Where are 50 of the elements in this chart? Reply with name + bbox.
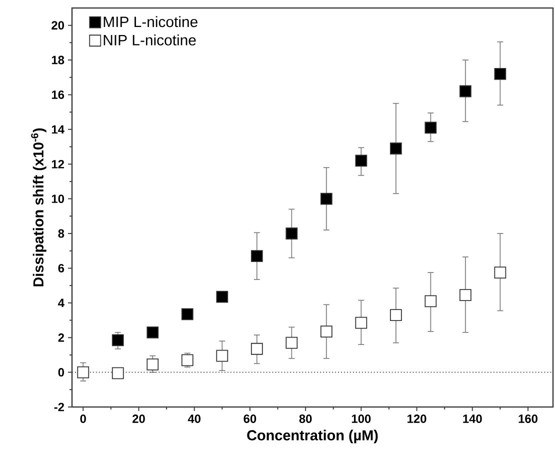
point [355, 154, 368, 167]
x-tick-label: 100 [352, 414, 371, 423]
x-tick-label: 60 [244, 414, 256, 423]
y-tick-label: 12 [52, 160, 64, 168]
point [112, 367, 124, 380]
point [494, 68, 506, 80]
y-tick-label: 0 [58, 368, 64, 377]
point [112, 334, 124, 346]
legend-label: NIP L-nicotine [104, 34, 196, 46]
point [286, 228, 298, 240]
y-tick-label: 14 [52, 125, 64, 134]
point [390, 309, 402, 321]
x-tick-label: 80 [299, 414, 312, 423]
y-tick-label: 18 [52, 56, 64, 64]
y-tick-label: -2 [54, 402, 64, 412]
point [146, 326, 159, 338]
y-tick-label: 10 [52, 194, 64, 204]
x-tick-label: 40 [188, 414, 200, 423]
y-tick-label: 4 [58, 298, 64, 308]
point [286, 336, 298, 349]
y-tick-label: 6 [58, 264, 64, 272]
point [146, 358, 159, 370]
legend-label: MIP L-nicotine [104, 16, 198, 28]
point [355, 316, 368, 329]
x-tick-label: 120 [408, 414, 426, 423]
point [181, 308, 194, 320]
point [494, 266, 506, 278]
y-tick-label: 2 [58, 333, 64, 342]
point [216, 350, 228, 362]
point [320, 192, 332, 205]
point [459, 289, 472, 302]
point [459, 85, 472, 98]
x-tick-label: 160 [518, 414, 538, 423]
x-tick-label: 140 [463, 414, 482, 423]
point [320, 326, 332, 338]
y-tick-label: 16 [52, 90, 64, 99]
y-tick-label: 20 [52, 21, 64, 30]
text: Dissipation shift (x10$^{-6}$) [31, 128, 46, 286]
point [181, 354, 194, 366]
point [77, 366, 90, 378]
point [424, 122, 437, 134]
x-tick-label: 0 [80, 414, 86, 423]
point [216, 290, 228, 303]
point [390, 142, 402, 154]
point [250, 250, 263, 262]
point [250, 342, 263, 355]
point [424, 295, 437, 308]
x-axis-title: Concentration (µM) [247, 430, 378, 444]
y-tick-label: 8 [58, 229, 64, 238]
x-tick-label: 20 [132, 414, 145, 423]
